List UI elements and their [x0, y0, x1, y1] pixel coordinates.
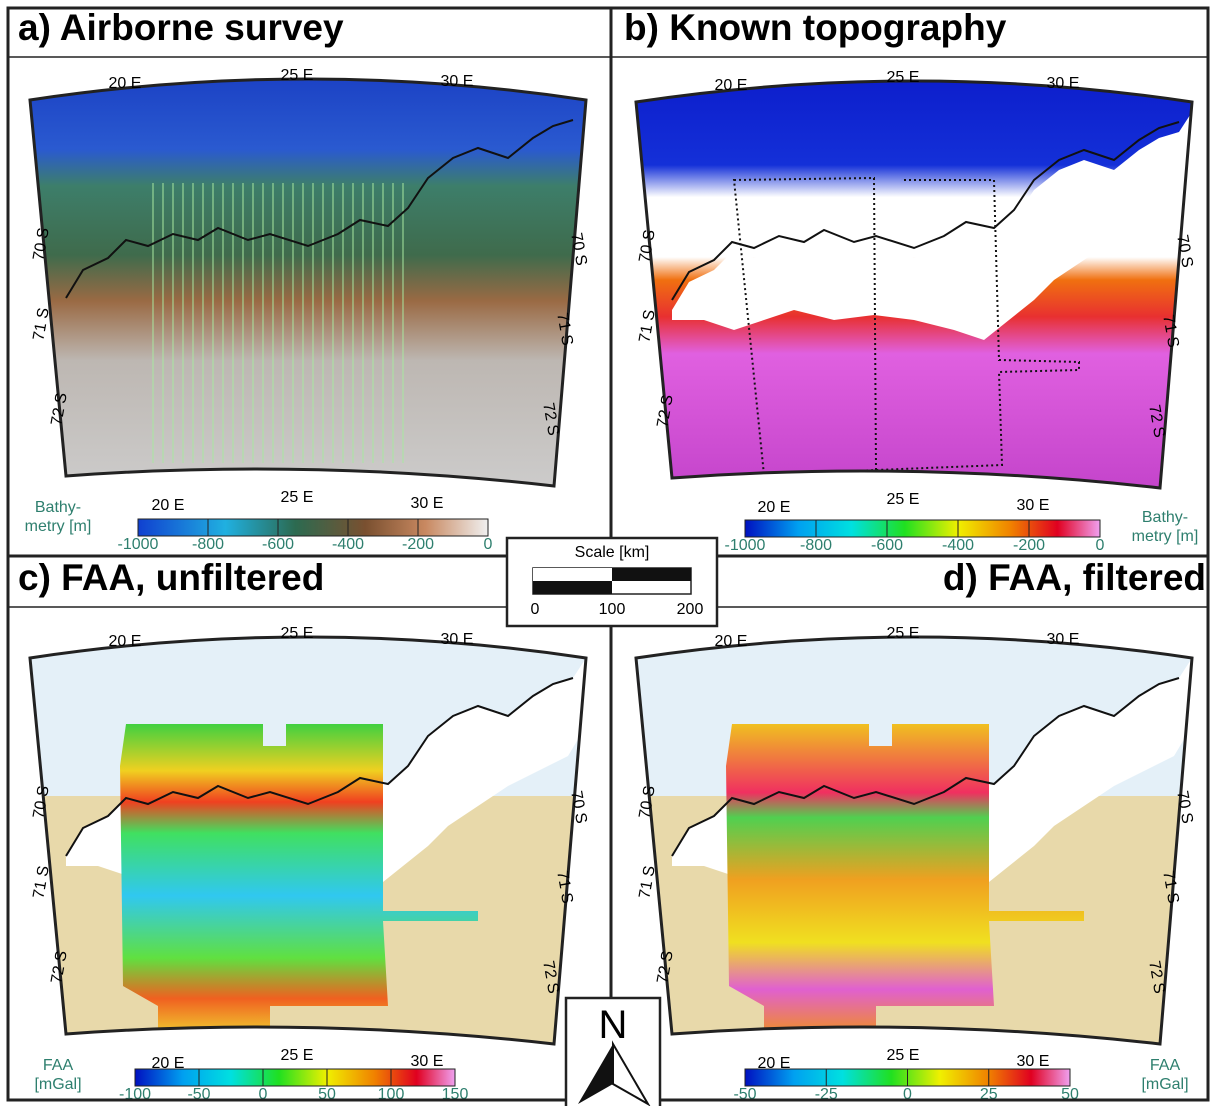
scale-box: Scale [km] 0 100 200 — [507, 538, 717, 626]
figure: a) Airborne survey 20 E 25 E 30 E 20 E 25 E 30… — [0, 0, 1215, 1106]
colorbar — [138, 519, 488, 536]
colorbar-tick-label: -1000 — [725, 537, 766, 554]
lon-label: 30 E — [1017, 497, 1050, 514]
panel-title: d) FAA, filtered — [943, 557, 1206, 598]
lon-label: 25 E — [887, 69, 920, 86]
scale-title: Scale [km] — [575, 544, 650, 561]
lat-label: 71 S — [30, 307, 52, 342]
colorbar-label: Bathy- — [35, 499, 81, 516]
lon-label: 20 E — [715, 77, 748, 94]
lon-label: 20 E — [109, 633, 142, 650]
lon-label: 25 E — [281, 67, 314, 84]
lon-label: 20 E — [152, 497, 185, 514]
lon-label: 30 E — [1047, 631, 1080, 648]
colorbar-label: metry [m] — [25, 518, 92, 535]
panel-title: b) Known topography — [624, 7, 1007, 48]
bathymetry — [8, 48, 608, 508]
scale-label: 200 — [677, 601, 704, 618]
lon-label: 25 E — [887, 625, 920, 642]
panel: d) FAA, filtered20 E25 E30 E20 E25 E30 E… — [614, 557, 1214, 1103]
lon-label: 25 E — [887, 1047, 920, 1064]
map-fill — [8, 606, 608, 1066]
lon-label: 20 E — [715, 633, 748, 650]
colorbar-label: [mGal] — [1141, 1076, 1188, 1093]
map-fill — [614, 50, 1214, 510]
lat-label: 71 S — [636, 309, 658, 344]
map-fill — [614, 606, 1214, 1066]
lon-label: 25 E — [281, 489, 314, 506]
colorbar-tick-label: -400 — [332, 536, 364, 553]
north-label: N — [599, 1003, 628, 1047]
lon-label: 30 E — [411, 495, 444, 512]
lon-label: 25 E — [281, 625, 314, 642]
colorbar-label: FAA — [1150, 1057, 1181, 1074]
colorbar-tick-label: -200 — [402, 536, 434, 553]
colorbar-tick-label: -1000 — [118, 536, 159, 553]
lon-label: 25 E — [281, 1047, 314, 1064]
colorbar-tick-label: -200 — [1013, 537, 1045, 554]
colorbar — [745, 520, 1100, 537]
colorbar-label: FAA — [43, 1057, 74, 1074]
colorbar-tick-label: -600 — [871, 537, 903, 554]
panel: b) Known topography 20 E 25 E 30 E 20 E 25 E 3… — [614, 7, 1214, 554]
lon-label: 25 E — [887, 491, 920, 508]
lon-label: 30 E — [441, 73, 474, 90]
panel-title: c) FAA, unfiltered — [18, 557, 324, 598]
lon-label: 30 E — [411, 1053, 444, 1070]
colorbar-label: [mGal] — [34, 1076, 81, 1093]
panel: a) Airborne survey 20 E 25 E 30 E 20 E 25 E 30… — [8, 7, 608, 553]
panel-title: a) Airborne survey — [18, 7, 344, 48]
lat-label: 71 S — [636, 865, 658, 900]
lon-label: 20 E — [758, 499, 791, 516]
colorbar-tick-label: -400 — [942, 537, 974, 554]
colorbar-tick-label: 0 — [484, 536, 493, 553]
lon-label: 30 E — [1047, 75, 1080, 92]
colorbar-label: metry [m] — [1132, 528, 1199, 545]
colorbar-tick-label: -600 — [262, 536, 294, 553]
colorbar — [135, 1069, 455, 1086]
scale-label: 0 — [531, 601, 540, 618]
lon-label: 30 E — [441, 631, 474, 648]
lon-label: 30 E — [1017, 1053, 1050, 1070]
lat-label: 71 S — [30, 865, 52, 900]
scale-label: 100 — [599, 601, 626, 618]
colorbar-tick-label: -800 — [192, 536, 224, 553]
colorbar-tick-label: 0 — [1096, 537, 1105, 554]
map-fill — [8, 48, 608, 508]
lon-label: 20 E — [109, 75, 142, 92]
colorbar-label: Bathy- — [1142, 509, 1188, 526]
north-arrow-box: N — [566, 998, 660, 1106]
colorbar-tick-label: -800 — [800, 537, 832, 554]
